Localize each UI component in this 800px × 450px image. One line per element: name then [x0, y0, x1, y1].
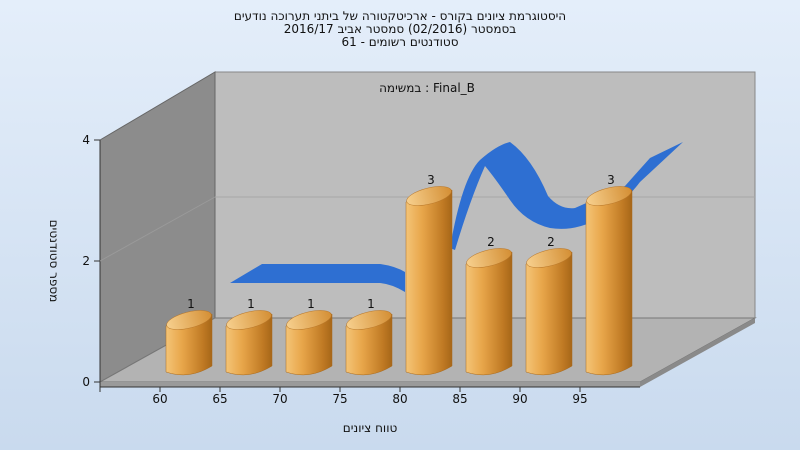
floor-edge-side	[640, 318, 755, 387]
chart-title-line-2: בסמסטר (02/2016) סמסטר אביב 2016/17	[283, 22, 517, 36]
x-tick-labels: 60 65 70 75 80 85 90 95	[99, 387, 588, 406]
chart-title-line-1: היסטוגרמת ציונים בקורס - ארכיטקטורה של ב…	[233, 9, 567, 23]
chart-title: היסטוגרמת ציונים בקורס - ארכיטקטורה של ב…	[0, 10, 800, 49]
chart-title-line-3: סטודנטים רשומים - 61	[341, 35, 459, 49]
grid-line-side	[99, 196, 216, 262]
bar-value-label: 1	[367, 297, 375, 311]
grid-lines	[99, 196, 755, 262]
bar: 1	[285, 297, 333, 376]
y-tick-label: 2	[82, 254, 90, 268]
x-axis-label: טווח ציונים	[343, 421, 398, 435]
bar-cap	[466, 248, 512, 268]
bar-value-label: 3	[427, 173, 435, 187]
bar-value-label: 1	[307, 297, 315, 311]
bar: 2	[525, 235, 573, 376]
bar-cap	[526, 248, 572, 268]
floor-edge	[100, 382, 640, 387]
bar-body	[585, 189, 633, 376]
x-tick-label: 85	[452, 392, 467, 406]
x-tick-label: 90	[512, 392, 527, 406]
bar: 3	[405, 173, 453, 376]
trend-ribbon	[230, 142, 683, 292]
bar: 1	[225, 297, 273, 376]
y-tick-labels: 0 2 4	[82, 133, 100, 389]
bars-group: 1 1 1 1 3 2 2 3	[165, 173, 633, 376]
x-tick-label: 60	[152, 392, 167, 406]
bar-value-label: 3	[607, 173, 615, 187]
bar-value-label: 2	[547, 235, 555, 249]
y-axis-label: מספר סטודנטים	[47, 220, 61, 303]
bar-body	[525, 251, 573, 376]
bar-cap	[406, 186, 452, 206]
y-tick-label: 4	[82, 133, 90, 147]
bar-cap	[226, 310, 272, 330]
x-tick-label: 80	[392, 392, 407, 406]
legend-label: במשימה : Final_B	[379, 81, 475, 95]
bar-value-label: 2	[487, 235, 495, 249]
bar-cap	[286, 310, 332, 330]
bar-body	[405, 189, 453, 376]
bar-cap	[166, 310, 212, 330]
bar: 1	[165, 297, 213, 376]
bar-value-label: 1	[187, 297, 195, 311]
x-tick-label: 95	[572, 392, 587, 406]
bar-body	[465, 251, 513, 376]
bar-value-label: 1	[247, 297, 255, 311]
bar: 2	[465, 235, 513, 376]
bar: 3	[585, 173, 633, 376]
x-tick-label: 70	[272, 392, 287, 406]
x-tick-label: 65	[212, 392, 227, 406]
bar-cap	[346, 310, 392, 330]
y-tick-label: 0	[82, 375, 90, 389]
bar: 1	[345, 297, 393, 376]
bar-cap	[586, 186, 632, 206]
x-tick-label: 75	[332, 392, 347, 406]
